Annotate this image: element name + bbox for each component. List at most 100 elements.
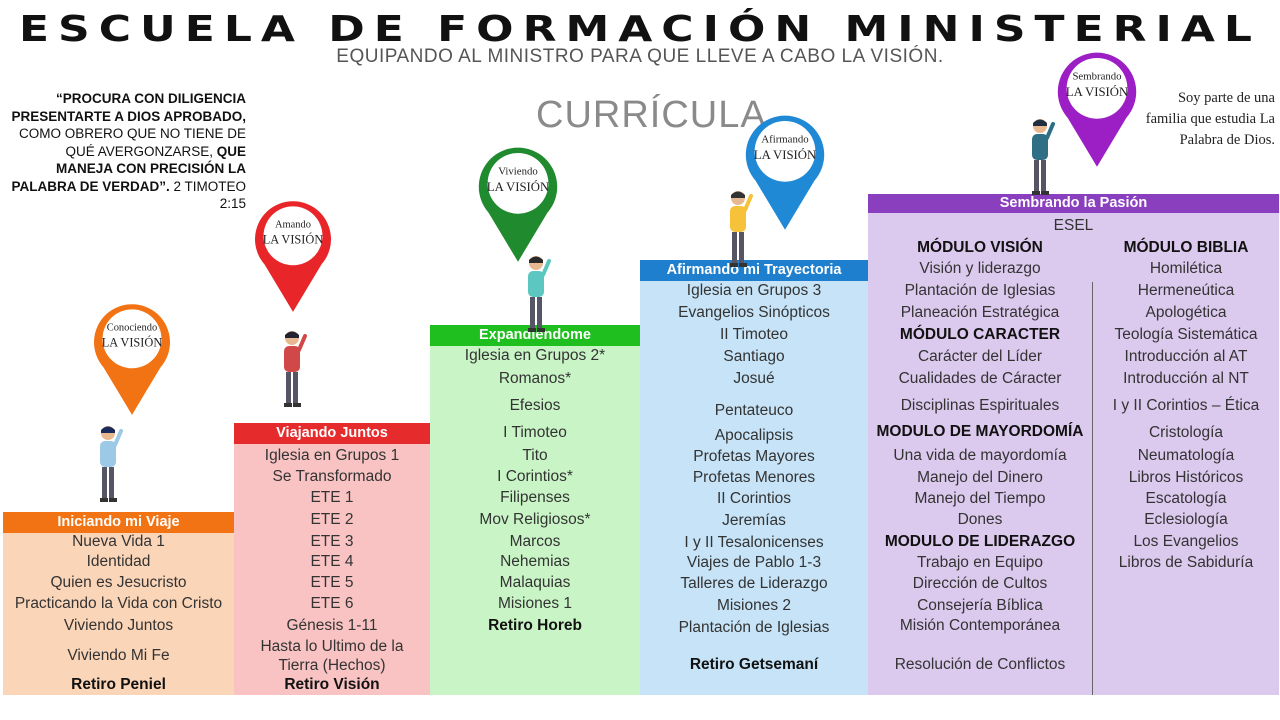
course-item: Practicando la Vida con Cristo	[14, 595, 223, 612]
course-item: Homilética	[1149, 260, 1223, 277]
course-item: Consejería Bíblica	[917, 597, 1043, 614]
course-item: Talleres de Liderazgo	[680, 575, 828, 592]
column-5-esel: Sembrando la Pasión ESEL MÓDULO VISIÓN Visi…	[868, 194, 1279, 695]
map-pin-3: Viviendo LA VISIÓN	[469, 136, 567, 263]
course-item: Cualidades de Cáracter	[898, 370, 1062, 387]
column-divider	[1092, 282, 1093, 695]
course-item: Carácter del Líder	[917, 348, 1043, 365]
pin-label-bottom: LA VISIÓN	[486, 179, 550, 195]
pin-label-top: Sembrando	[1072, 70, 1122, 83]
esel-label: ESEL	[1053, 217, 1094, 234]
course-item: Misión Contemporánea	[899, 617, 1061, 634]
course-item: I Timoteo	[503, 424, 567, 441]
quote-plain: COMO OBRERO QUE NO TIENE DE QUÉ AVERGONZ…	[18, 126, 246, 159]
course-item: Iglesia en Grupos 1	[264, 447, 400, 464]
pin-label: Sembrando LA VISIÓN	[1048, 69, 1146, 100]
map-pin-5: Sembrando LA VISIÓN	[1048, 41, 1146, 168]
course-item: Plantación de Iglesias	[678, 619, 830, 636]
subtitle: EQUIPANDO AL MINISTRO PARA QUE LLEVE A C…	[336, 46, 944, 67]
course-item: Evangelios Sinópticos	[678, 304, 830, 321]
pin-label: Amando LA VISIÓN	[246, 217, 341, 247]
pin-label-top: Afirmando	[761, 133, 809, 146]
quote-bold-2: QUE MANEJA CON PRECISIÓN LA PALABRA DE V…	[11, 143, 246, 194]
course-item: Nueva Vida 1	[72, 533, 165, 550]
course-item: Misiones 2	[716, 597, 792, 614]
course-item: Marcos	[509, 533, 561, 550]
column-4: Afirmando mi Trayectoria Iglesia en Grupo…	[640, 260, 868, 695]
course-item: I y II Tesalonicenses	[684, 534, 824, 551]
course-item: I y II Corintios – Ética	[1112, 397, 1260, 414]
column-header: Viajando Juntos	[234, 423, 430, 444]
course-item: Viviendo Mi Fe	[67, 647, 170, 664]
course-item: Apologética	[1145, 304, 1227, 321]
course-item: II Corintios	[716, 490, 792, 507]
module-title: MÓDULO BIBLIA	[1123, 239, 1249, 256]
course-item: Misiones 1	[497, 595, 573, 612]
module-title: MÓDULO VISIÓN	[917, 239, 1043, 256]
course-item: Tierra (Hechos)	[278, 657, 386, 674]
column-header: Sembrando la Pasión	[868, 194, 1279, 213]
course-item: Viajes de Pablo 1-3	[686, 554, 822, 571]
course-item: Visión y liderazgo	[919, 260, 1041, 277]
map-pin-icon	[1057, 52, 1137, 167]
column-header: Afirmando mi Trayectoria	[640, 260, 868, 281]
course-item: Planeación Estratégica	[900, 304, 1060, 321]
bible-quote: “PROCURA CON DILIGENCIA PRESENTARTE A DI…	[10, 90, 246, 213]
course-item: Trabajo en Equipo	[916, 554, 1044, 571]
pin-label-top: Amando	[274, 218, 311, 231]
pin-label: Viviendo LA VISIÓN	[469, 164, 567, 195]
course-item: Apocalipsis	[714, 427, 794, 444]
person-figure-icon	[723, 190, 753, 275]
course-item: Malaquias	[499, 574, 571, 591]
map-pin-icon	[255, 201, 331, 312]
course-item: Disciplinas Espirituales	[900, 397, 1060, 414]
person-figure-icon	[93, 425, 123, 510]
course-item: Génesis 1-11	[286, 617, 378, 634]
course-item: Introducción al AT	[1124, 348, 1248, 365]
course-item: Romanos*	[498, 370, 572, 387]
column-header: Iniciando mi Viaje	[3, 512, 234, 533]
course-item: Los Evangelios	[1133, 533, 1239, 550]
course-item: Hermeneútica	[1137, 282, 1235, 299]
pin-label: Conociendo LA VISIÓN	[85, 320, 180, 350]
course-item: Mov Religiosos*	[479, 511, 591, 528]
course-item: ETE 2	[310, 511, 354, 528]
course-item: ETE 1	[310, 489, 354, 506]
course-item: Santiago	[723, 348, 785, 365]
course-item: Eclesiología	[1144, 511, 1228, 528]
course-item: Quien es Jesucristo	[50, 574, 187, 591]
page-title: ESCUELA DE FORMACIÓN MINISTERIAL	[19, 9, 1261, 50]
course-item: ETE 3	[310, 533, 354, 550]
course-item: Libros Históricos	[1128, 469, 1244, 486]
course-item: II Timoteo	[719, 326, 789, 343]
course-item: Libros de Sabiduría	[1118, 554, 1254, 571]
course-item: Iglesia en Grupos 2*	[464, 347, 606, 364]
map-pin-1: Conociendo LA VISIÓN	[85, 293, 180, 417]
course-item: Filipenses	[500, 489, 570, 506]
retreat-item: Retiro Visión	[284, 676, 380, 693]
retreat-item: Retiro Horeb	[488, 617, 582, 634]
course-item: Manejo del Tiempo	[914, 490, 1046, 507]
course-item: Dones	[957, 511, 1003, 528]
retreat-item: Retiro Peniel	[71, 676, 166, 693]
course-item: Teología Sistemática	[1114, 326, 1258, 343]
course-item: Viviendo Juntos	[63, 617, 174, 634]
curriculum-label: CURRÍCULA	[536, 94, 767, 136]
pin-label-bottom: LA VISIÓN	[753, 147, 817, 163]
quote-reference: 2 TIMOTEO 2:15	[169, 178, 246, 212]
pin-label-bottom: LA VISIÓN	[1065, 84, 1129, 100]
course-item: I Corintios*	[497, 468, 573, 485]
pin-label-top: Conociendo	[106, 321, 158, 334]
course-item: Tito	[522, 447, 548, 464]
column-2: Viajando Juntos Iglesia en Grupos 1 Se Tra…	[234, 423, 430, 695]
course-item: Cristología	[1148, 424, 1224, 441]
course-item: Neumatología	[1137, 447, 1235, 464]
course-item: ETE 6	[310, 595, 354, 612]
course-item: Profetas Menores	[692, 469, 816, 486]
person-figure-icon	[1025, 118, 1055, 203]
pin-label-bottom: LA VISIÓN	[262, 232, 324, 247]
module-title: MÓDULO CARACTER	[899, 326, 1061, 343]
course-item: Plantación de Iglesias	[904, 282, 1056, 299]
column-1: Iniciando mi Viaje Nueva Vida 1 Identidad Q…	[3, 512, 234, 695]
map-pin-icon	[745, 115, 825, 230]
